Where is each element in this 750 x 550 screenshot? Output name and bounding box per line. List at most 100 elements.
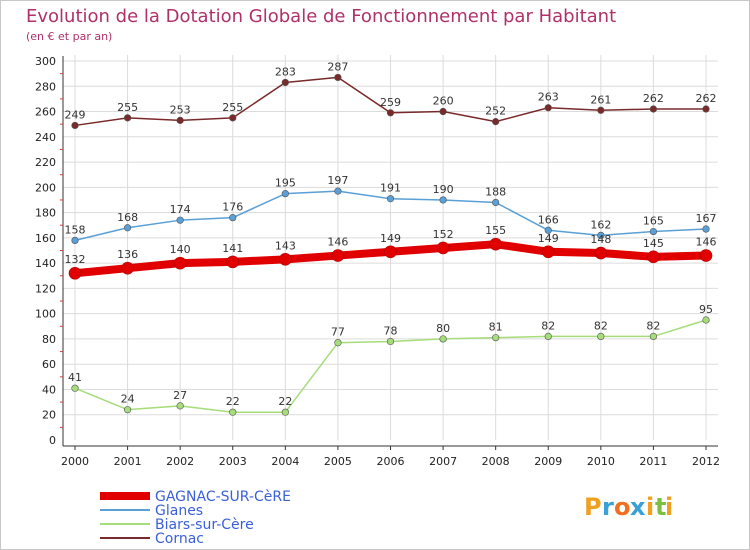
data-point-gagnac-sur-c-re <box>699 249 713 262</box>
data-point-gagnac-sur-c-re <box>173 256 187 270</box>
data-point-gagnac-sur-c-re <box>279 253 292 266</box>
x-tick-label: 2012 <box>692 455 720 468</box>
data-label-glanes: 166 <box>538 213 559 226</box>
data-labels: 158 168 174 176 195 197 191 190 188 166 162 165 167 4… <box>65 60 717 408</box>
data-point-biars-sur-c-re <box>649 332 658 341</box>
series-layer <box>68 73 713 416</box>
data-label-gagnac-sur-c-re: 155 <box>485 224 506 237</box>
x-tick-label: 2010 <box>587 455 615 468</box>
data-label-biars-sur-c-re: 22 <box>278 395 292 408</box>
data-label-gagnac-sur-c-re: 145 <box>643 237 664 250</box>
data-point-biars-sur-c-re <box>176 402 184 410</box>
logo-letter: i <box>665 493 673 521</box>
data-point-glanes <box>702 225 710 233</box>
y-tick-label: 120 <box>35 282 56 295</box>
data-label-biars-sur-c-re: 81 <box>489 321 503 334</box>
data-point-glanes <box>123 224 132 232</box>
y-tick-label: 160 <box>35 232 56 245</box>
data-point-biars-sur-c-re <box>334 339 342 347</box>
data-label-gagnac-sur-c-re: 140 <box>170 243 191 256</box>
data-label-glanes: 165 <box>643 215 664 228</box>
data-label-glanes: 176 <box>222 201 243 214</box>
data-point-gagnac-sur-c-re <box>226 255 240 269</box>
x-tick-label: 2001 <box>114 455 142 468</box>
data-label-gagnac-sur-c-re: 136 <box>117 248 138 261</box>
data-label-glanes: 167 <box>696 212 717 225</box>
data-point-biars-sur-c-re <box>386 337 395 346</box>
data-label-glanes: 174 <box>170 203 191 216</box>
x-tick-label: 2003 <box>219 455 247 468</box>
data-point-gagnac-sur-c-re <box>68 266 82 280</box>
data-point-glanes <box>544 226 552 234</box>
logo-letter: o <box>614 493 631 521</box>
data-label-gagnac-sur-c-re: 148 <box>590 233 611 246</box>
x-tick-label: 2006 <box>377 455 405 468</box>
data-label-biars-sur-c-re: 82 <box>594 319 608 332</box>
data-label-gagnac-sur-c-re: 132 <box>65 253 86 266</box>
x-tick-label: 2011 <box>639 455 667 468</box>
data-label-gagnac-sur-c-re: 149 <box>538 232 559 245</box>
x-tick-label: 2005 <box>324 455 352 468</box>
legend-label: Glanes <box>155 503 203 519</box>
data-point-glanes <box>439 196 447 204</box>
y-tick-label: 300 <box>35 55 56 68</box>
y-tick-label: 240 <box>35 131 56 144</box>
y-tick-label: 100 <box>35 308 56 321</box>
data-point-biars-sur-c-re <box>71 384 79 392</box>
y-tick-label: 80 <box>42 333 56 346</box>
x-tick-label: 2009 <box>534 455 562 468</box>
data-point-gagnac-sur-c-re <box>436 241 450 255</box>
legend: GAGNAC-SUR-CèREGlanesBiars-sur-CèreCorna… <box>100 489 291 547</box>
data-point-glanes <box>281 190 289 198</box>
data-label-cornac: 262 <box>696 92 717 105</box>
logo-letter: t <box>655 493 666 521</box>
data-label-glanes: 188 <box>485 185 506 198</box>
data-label-cornac: 255 <box>222 101 243 114</box>
chart-subtitle: (en € et par an) <box>26 30 112 43</box>
logo-letter: P <box>584 493 602 521</box>
data-label-biars-sur-c-re: 27 <box>173 389 187 402</box>
data-label-glanes: 197 <box>327 174 348 187</box>
legend-label: Biars-sur-Cère <box>155 517 254 533</box>
data-point-glanes <box>386 195 395 203</box>
data-point-glanes <box>229 214 237 222</box>
data-label-biars-sur-c-re: 77 <box>331 326 345 339</box>
x-tick-label: 2004 <box>271 455 299 468</box>
data-label-gagnac-sur-c-re: 152 <box>433 228 454 241</box>
data-label-glanes: 191 <box>380 182 401 195</box>
data-point-glanes <box>649 227 658 236</box>
data-label-biars-sur-c-re: 82 <box>646 319 660 332</box>
y-tick-label: 180 <box>35 207 56 220</box>
data-label-cornac: 287 <box>327 60 348 73</box>
data-point-glanes <box>334 187 342 195</box>
data-point-gagnac-sur-c-re <box>647 250 660 264</box>
y-tick-label: 40 <box>42 383 56 396</box>
data-point-biars-sur-c-re <box>439 335 447 343</box>
axes: 0 20 40 60 80 100 120 140 160 180 200 220 240 260 280 3… <box>35 55 720 468</box>
data-label-cornac: 283 <box>275 65 296 78</box>
data-label-gagnac-sur-c-re: 143 <box>275 239 296 252</box>
data-point-cornac <box>544 104 552 112</box>
data-point-cornac <box>71 121 79 130</box>
data-label-biars-sur-c-re: 82 <box>541 319 555 332</box>
data-label-cornac: 260 <box>433 95 454 108</box>
grid <box>63 55 718 440</box>
data-label-biars-sur-c-re: 78 <box>384 324 398 337</box>
data-point-cornac <box>123 114 132 122</box>
y-tick-label: 140 <box>35 257 56 270</box>
x-tick-label: 2007 <box>429 455 457 468</box>
data-point-gagnac-sur-c-re <box>331 249 345 262</box>
data-label-cornac: 259 <box>380 96 401 109</box>
data-label-cornac: 255 <box>117 101 138 114</box>
data-point-biars-sur-c-re <box>229 408 237 416</box>
data-point-gagnac-sur-c-re <box>121 261 134 275</box>
data-point-gagnac-sur-c-re <box>489 237 502 251</box>
data-label-cornac: 263 <box>538 91 559 104</box>
data-label-cornac: 253 <box>170 103 191 116</box>
data-point-cornac <box>176 116 184 124</box>
y-tick-label: 260 <box>35 106 56 119</box>
data-point-biars-sur-c-re <box>597 332 605 341</box>
data-label-gagnac-sur-c-re: 146 <box>696 236 717 249</box>
y-tick-label: 0 <box>49 434 56 447</box>
